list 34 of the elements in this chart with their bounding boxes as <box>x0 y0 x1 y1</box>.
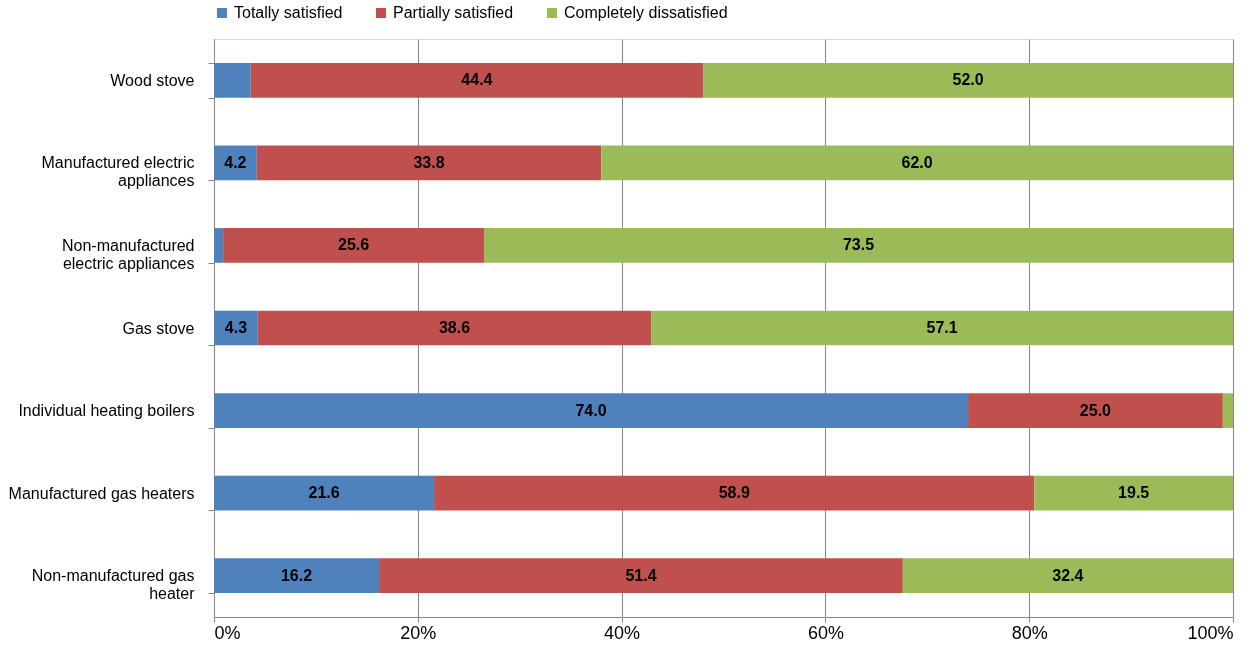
data-label: 32.4 <box>1052 566 1084 584</box>
data-label: 62.0 <box>901 153 933 171</box>
data-label: 74.0 <box>575 401 607 419</box>
x-tick-label: 100% <box>1187 622 1234 643</box>
data-label: 52.0 <box>952 71 984 89</box>
y-tick-label: Manufactured electric appliances <box>41 154 195 190</box>
legend-label: Totally satisfied <box>234 4 343 21</box>
data-label: 38.6 <box>438 319 471 336</box>
data-label: 73.5 <box>842 236 875 254</box>
data-label: 19.5 <box>1118 484 1150 502</box>
data-label: 51.4 <box>625 566 657 584</box>
y-tick-label: Non-manufactured electric appliances <box>61 236 195 272</box>
data-label: 58.9 <box>718 484 750 502</box>
data-label: 16.2 <box>280 566 313 584</box>
legend-label: Partially satisfied <box>393 4 514 21</box>
x-tick-label: 40% <box>604 622 641 643</box>
data-label: 44.4 <box>461 71 493 89</box>
data-label: 33.8 <box>413 153 445 171</box>
x-tick-label: 80% <box>1011 622 1048 643</box>
data-label: 4.2 <box>224 153 247 171</box>
data-label: 57.1 <box>926 319 958 336</box>
data-label: 25.0 <box>1079 401 1112 419</box>
legend-label: Completely dissatisfied <box>564 4 728 21</box>
x-tick-label: 60% <box>807 622 844 643</box>
y-tick-label: Individual heating boilers <box>18 402 195 420</box>
data-label: 21.6 <box>308 484 340 502</box>
x-tick-label: 20% <box>400 622 437 643</box>
y-tick-label: Manufactured gas heaters <box>8 484 195 502</box>
y-tick-label: Wood stove <box>110 71 195 89</box>
x-tick-label: 0% <box>214 622 241 643</box>
data-label: 25.6 <box>338 236 370 254</box>
data-label: 4.3 <box>224 319 248 336</box>
y-tick-label: Gas stove <box>122 319 195 337</box>
y-tick-label: Non-manufactured gas heater <box>31 567 196 603</box>
